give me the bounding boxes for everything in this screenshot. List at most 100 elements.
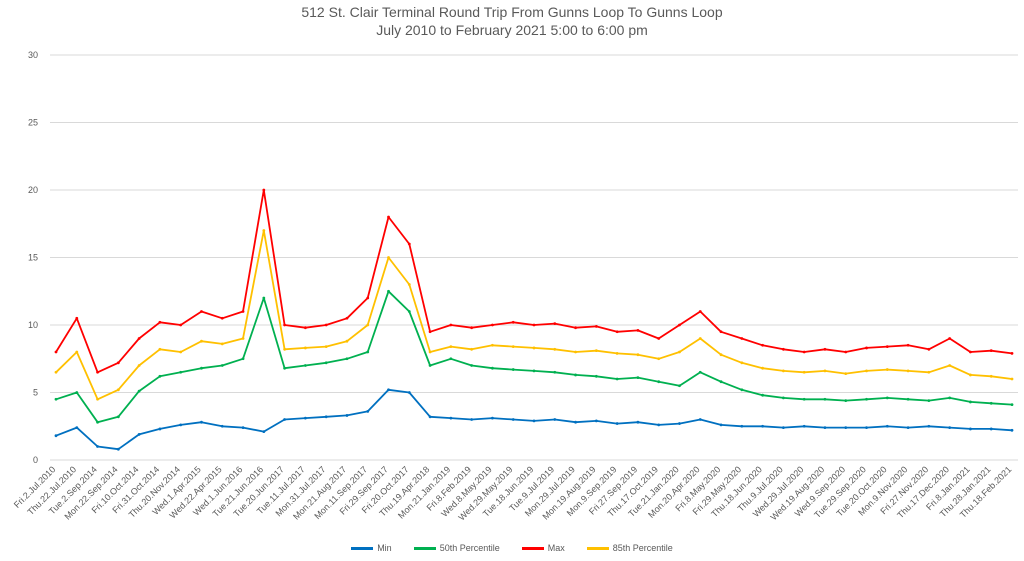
data-point	[137, 432, 141, 436]
data-point	[989, 349, 993, 353]
data-point	[387, 289, 390, 293]
data-point	[345, 357, 349, 361]
data-point	[116, 361, 120, 365]
data-point	[594, 349, 598, 353]
data-point	[303, 326, 307, 330]
data-point	[75, 391, 79, 394]
data-point	[220, 316, 224, 320]
data-point	[532, 346, 536, 350]
data-point	[553, 370, 557, 374]
data-point	[220, 364, 224, 367]
data-point	[740, 337, 744, 340]
data-point	[366, 323, 370, 327]
data-point	[428, 330, 432, 334]
data-point	[532, 419, 536, 423]
legend-label-85th: 85th Percentile	[612, 543, 673, 553]
data-point	[865, 397, 868, 401]
data-point	[823, 369, 827, 373]
data-point	[324, 361, 328, 365]
data-point	[740, 424, 744, 428]
data-point	[54, 370, 58, 374]
data-point	[179, 350, 183, 354]
data-point	[948, 337, 952, 340]
data-point	[844, 372, 848, 375]
data-point	[1010, 403, 1014, 407]
data-point	[657, 423, 661, 427]
data-point	[740, 361, 744, 365]
y-tick-label: 5	[33, 388, 38, 398]
data-point	[615, 330, 619, 334]
data-point	[283, 347, 287, 351]
data-point	[969, 373, 972, 377]
data-point	[615, 422, 619, 425]
data-point	[761, 366, 765, 370]
data-point	[303, 416, 307, 420]
data-point	[511, 418, 515, 421]
data-point	[303, 364, 307, 367]
data-point	[262, 430, 266, 434]
data-point	[906, 343, 910, 347]
data-point	[324, 415, 328, 419]
data-point	[594, 324, 598, 328]
data-point	[678, 422, 681, 425]
data-point	[574, 373, 577, 377]
data-point	[802, 370, 806, 374]
legend-item-min: Min	[351, 543, 392, 553]
data-point	[927, 370, 931, 374]
y-tick-label: 15	[28, 253, 38, 263]
data-point	[407, 283, 411, 286]
legend-label-max: Max	[547, 543, 565, 553]
data-point	[698, 310, 702, 313]
data-point	[96, 420, 99, 424]
data-point	[366, 296, 370, 300]
data-point	[220, 424, 224, 428]
data-point	[532, 369, 536, 373]
y-tick-label: 10	[28, 320, 38, 330]
data-point	[407, 391, 411, 394]
data-point	[553, 418, 557, 421]
data-point	[678, 384, 681, 388]
data-point	[345, 316, 349, 320]
data-point	[636, 376, 640, 380]
data-point	[989, 401, 993, 405]
data-point	[428, 364, 432, 367]
data-point	[740, 388, 744, 392]
data-point	[657, 380, 661, 384]
data-point	[220, 342, 224, 346]
legend: Min 50th Percentile Max 85th Percentile	[0, 543, 1024, 553]
data-point	[865, 346, 868, 350]
data-point	[470, 326, 474, 330]
data-point	[137, 364, 141, 367]
data-point	[449, 416, 453, 420]
data-point	[366, 410, 370, 413]
data-point	[574, 350, 577, 354]
data-point	[844, 399, 848, 402]
data-point	[719, 380, 723, 384]
data-point	[158, 347, 162, 351]
data-point	[989, 374, 993, 378]
data-point	[574, 326, 577, 330]
data-point	[865, 369, 868, 373]
data-point	[615, 351, 619, 355]
data-point	[885, 345, 889, 348]
data-point	[906, 397, 910, 401]
data-point	[885, 396, 889, 400]
data-point	[678, 323, 681, 327]
y-tick-label: 25	[28, 118, 38, 128]
legend-swatch-max	[521, 546, 544, 550]
legend-label-50th: 50th Percentile	[439, 543, 500, 553]
data-point	[885, 368, 889, 371]
data-point	[54, 350, 58, 354]
data-point	[761, 424, 765, 428]
legend-item-50th: 50th Percentile	[413, 543, 500, 553]
data-point	[1010, 351, 1014, 355]
data-point	[906, 369, 910, 373]
data-point	[96, 445, 99, 448]
series-line-85th-percentile	[55, 229, 1013, 401]
data-point	[262, 296, 266, 300]
data-point	[823, 347, 827, 351]
data-point	[75, 350, 79, 354]
data-point	[324, 323, 328, 327]
data-point	[407, 242, 411, 246]
data-point	[927, 399, 931, 402]
